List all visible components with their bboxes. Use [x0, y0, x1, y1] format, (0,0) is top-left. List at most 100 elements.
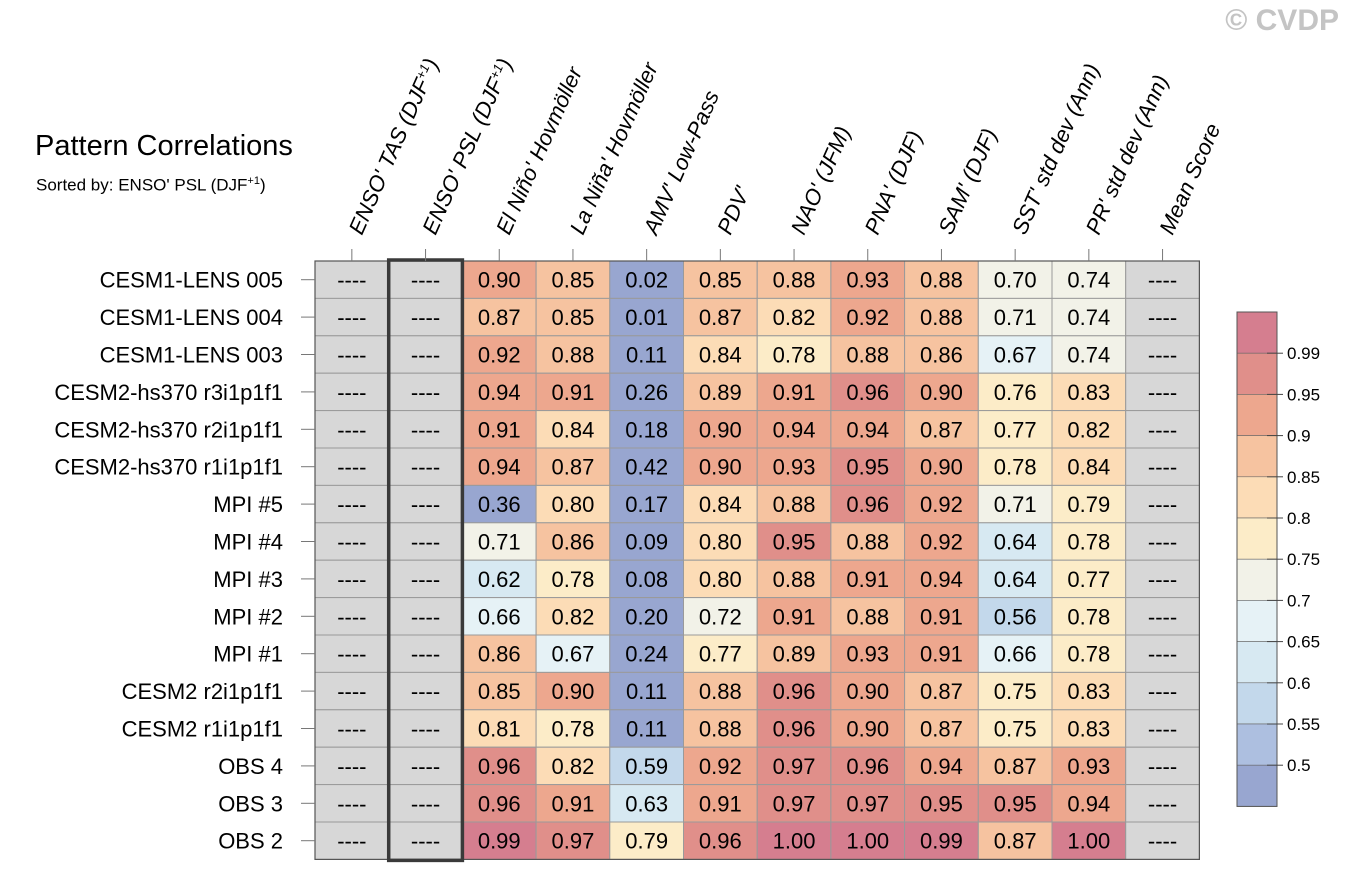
- heatmap-cell: [830, 709, 906, 748]
- colorbar-segment: [1236, 723, 1278, 766]
- cell-value-label: 0.88: [846, 343, 889, 368]
- heatmap-cell: [1051, 709, 1127, 748]
- heatmap-cell: [904, 784, 979, 823]
- colorbar-label: 0.95: [1287, 385, 1320, 404]
- heatmap-cell: [1125, 335, 1200, 374]
- heatmap-cell: [388, 709, 463, 748]
- cell-value-label: 0.89: [699, 380, 742, 405]
- heatmap-cell: [609, 297, 684, 337]
- heatmap-cell: [1051, 335, 1127, 374]
- cell-value-label: 0.87: [994, 829, 1037, 854]
- heatmap-cell: [683, 597, 758, 636]
- cell-value-label: 0.36: [478, 492, 521, 517]
- cell-value-label: 0.80: [699, 530, 742, 555]
- cell-value-label: 0.78: [1067, 604, 1110, 629]
- chart-title: Pattern Correlations: [35, 130, 293, 162]
- cell-value-label: 0.88: [920, 268, 963, 293]
- cell-value-label: 0.82: [773, 305, 816, 330]
- cell-value-label: 0.96: [846, 380, 889, 405]
- row-label: OBS 4: [218, 754, 283, 779]
- cell-value-label: 0.09: [625, 530, 668, 555]
- cell-value-label: 0.91: [773, 604, 816, 629]
- heatmap-cell: [1051, 784, 1127, 823]
- heatmap-cell: [388, 821, 463, 860]
- cell-value-label: 0.72: [699, 604, 742, 629]
- cell-value-label: 0.88: [773, 492, 816, 517]
- cell-value-label: 0.94: [773, 417, 816, 442]
- cell-value-label: 0.02: [625, 268, 668, 293]
- cell-value-label: 0.93: [846, 268, 889, 293]
- heatmap-cell: [388, 410, 463, 449]
- cell-value-label: 0.93: [1067, 754, 1110, 779]
- heatmap-cell: [756, 597, 832, 636]
- heatmap-cell: [535, 784, 611, 823]
- heatmap-cell: [314, 484, 390, 524]
- heatmap-cell: [904, 746, 979, 786]
- cell-value-label: 0.92: [920, 492, 963, 517]
- row-label: CESM2-hs370 r3i1p1f1: [54, 380, 283, 405]
- heatmap-cell: [461, 484, 537, 524]
- cell-value-label: 0.99: [920, 829, 963, 854]
- cell-value-label: ----: [337, 305, 366, 330]
- cell-value-label: 0.77: [1067, 567, 1110, 592]
- colorbar-label: 0.6: [1287, 674, 1311, 693]
- cell-value-label: 0.97: [773, 754, 816, 779]
- heatmap-cell: [535, 671, 611, 711]
- heatmap-cell: [977, 634, 1053, 673]
- cell-value-label: ----: [411, 268, 440, 293]
- cell-value-label: 0.62: [478, 567, 521, 592]
- cell-value-label: ----: [337, 343, 366, 368]
- cell-value-label: 0.64: [994, 567, 1037, 592]
- cell-value-label: 0.17: [625, 492, 668, 517]
- cvdp-watermark: © CVDP: [1225, 4, 1339, 37]
- colorbar-label: 0.9: [1287, 427, 1311, 446]
- heatmap-cell: [314, 671, 390, 711]
- cell-value-label: ----: [411, 604, 440, 629]
- cell-value-label: 0.88: [773, 268, 816, 293]
- heatmap-cell: [314, 410, 390, 449]
- cell-value-label: 0.64: [994, 530, 1037, 555]
- cell-value-label: 1.00: [1067, 829, 1110, 854]
- cell-value-label: 0.99: [478, 829, 521, 854]
- heatmap-cell: [683, 709, 758, 748]
- row-label: CESM2-hs370 r1i1p1f1: [54, 455, 283, 480]
- cell-value-label: ----: [1148, 717, 1177, 742]
- cell-value-label: 0.78: [1067, 642, 1110, 667]
- cell-value-label: 0.96: [773, 679, 816, 704]
- cell-value-label: 0.92: [478, 343, 521, 368]
- cell-value-label: 0.82: [552, 604, 595, 629]
- heatmap-cell: [830, 559, 906, 599]
- cell-value-label: ----: [1148, 829, 1177, 854]
- heatmap-cell: [1051, 597, 1127, 636]
- subtitle-end: ): [259, 175, 266, 195]
- heatmap-cell: [461, 522, 537, 561]
- cell-value-label: 0.95: [846, 455, 889, 480]
- cell-value-label: 0.93: [846, 642, 889, 667]
- cell-value-label: ----: [337, 642, 366, 667]
- heatmap-cell: [830, 746, 906, 786]
- cell-value-label: 0.26: [625, 380, 668, 405]
- cell-value-label: ----: [1148, 455, 1177, 480]
- cell-value-label: 0.83: [1067, 380, 1110, 405]
- cell-value-label: 0.97: [773, 791, 816, 816]
- cell-value-label: 0.83: [1067, 717, 1110, 742]
- cell-value-label: 0.94: [846, 417, 889, 442]
- cell-value-label: 0.88: [773, 567, 816, 592]
- heatmap-cell: [977, 746, 1053, 786]
- heatmap-cell: [388, 559, 463, 599]
- heatmap-cell: [461, 410, 537, 449]
- heatmap-cell: [683, 784, 758, 823]
- heatmap-cell: [904, 522, 979, 561]
- row-label: CESM1-LENS 005: [100, 268, 283, 293]
- cell-value-label: ----: [337, 530, 366, 555]
- cell-value-label: 0.67: [994, 343, 1037, 368]
- cell-value-label: 0.87: [920, 417, 963, 442]
- cell-value-label: 0.66: [478, 604, 521, 629]
- heatmap-cell: [683, 671, 758, 711]
- heatmap-cell: [756, 335, 832, 374]
- heatmap-cell: [756, 709, 832, 748]
- cell-value-label: ----: [411, 791, 440, 816]
- cell-value-label: 0.01: [625, 305, 668, 330]
- heatmap-cell: [904, 559, 979, 599]
- colorbar-segment: [1236, 764, 1278, 807]
